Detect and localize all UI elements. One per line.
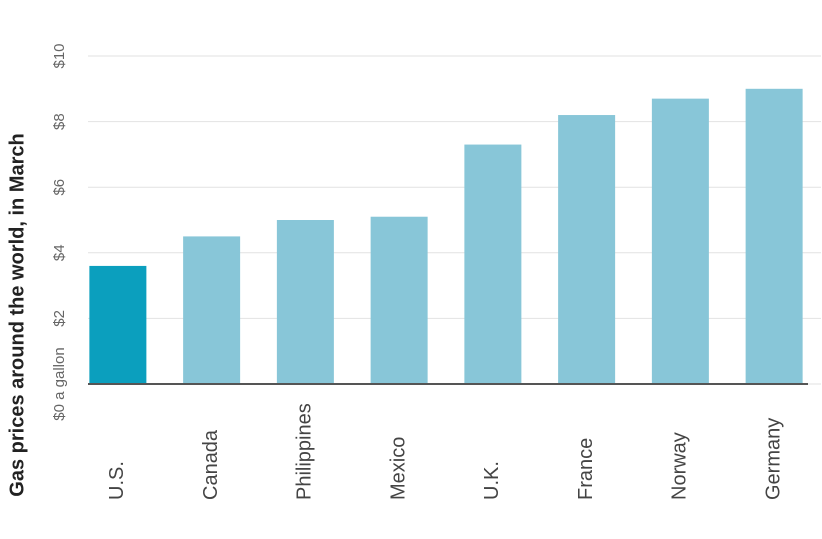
y-tick-label: $2	[51, 310, 68, 327]
x-tick-label: Germany	[762, 418, 784, 500]
bar	[651, 98, 709, 384]
bar	[89, 265, 147, 384]
x-tick-label: Canada	[200, 429, 222, 500]
y-tick-label: $10	[51, 43, 68, 68]
x-tick-label: France	[575, 438, 597, 500]
y-tick-label: $6	[51, 179, 68, 196]
bar	[370, 216, 428, 384]
x-tick-label: U.K.	[481, 461, 503, 500]
y-tick-label: $8	[51, 113, 68, 130]
x-tick-label: Norway	[669, 432, 691, 500]
y-tick-label: $4	[51, 244, 68, 261]
bar	[558, 115, 616, 384]
x-tick-label: Mexico	[387, 437, 409, 500]
bar	[745, 88, 803, 385]
bar	[276, 220, 334, 384]
x-tick-label: Philippines	[294, 403, 316, 500]
chart-title: Gas prices around the world, in March	[6, 133, 28, 496]
bar	[183, 236, 241, 384]
bar	[464, 144, 522, 384]
x-tick-label: U.S.	[106, 461, 128, 500]
y-tick-label: $0 a gallon	[51, 347, 68, 420]
